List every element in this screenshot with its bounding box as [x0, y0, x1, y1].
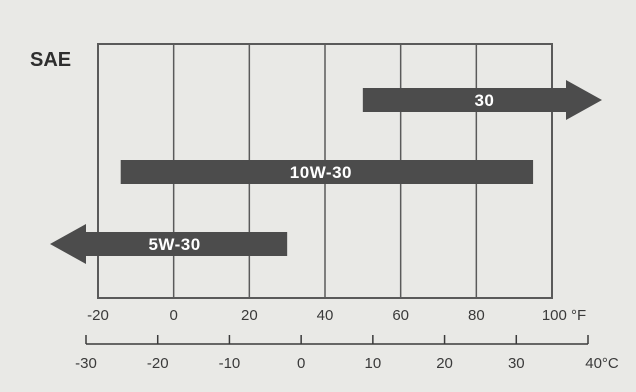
celsius-tick-label: 0	[297, 355, 305, 372]
bar-5w-30	[50, 224, 288, 264]
celsius-tick-label: 30	[508, 355, 525, 372]
bars: 30 10W-30 5W-30	[50, 80, 602, 264]
bar-group: 30	[362, 80, 602, 120]
bar-30	[362, 80, 602, 120]
fahrenheit-tick-label: 20	[241, 307, 258, 324]
celsius-tick-label: 40°C	[585, 355, 619, 372]
celsius-tick-label: -10	[219, 355, 241, 372]
fahrenheit-tick-label: 60	[392, 307, 409, 324]
fahrenheit-tick-label: 40	[317, 307, 334, 324]
bar-label: 10W-30	[290, 163, 352, 182]
celsius-tick-label: -20	[147, 355, 169, 372]
fahrenheit-tick-label: -20	[87, 307, 109, 324]
chart-title: SAE	[30, 49, 71, 71]
bar-group: 10W-30	[120, 160, 534, 184]
celsius-tick-label: 20	[436, 355, 453, 372]
celsius-tick-label: 10	[365, 355, 382, 372]
bar-10w-30	[120, 160, 534, 184]
bar-label: 5W-30	[148, 235, 200, 254]
bar-group: 5W-30	[50, 224, 288, 264]
fahrenheit-axis: -20 0 20 40 60 80 100 °F	[87, 307, 586, 324]
bar-label: 30	[474, 91, 494, 110]
fahrenheit-tick-label: 100 °F	[542, 307, 586, 324]
fahrenheit-tick-label: 80	[468, 307, 485, 324]
celsius-tick-label: -30	[75, 355, 97, 372]
fahrenheit-tick-label: 0	[169, 307, 177, 324]
celsius-axis: -30 -20 -10 0 10 20 30 40°C	[75, 335, 619, 372]
